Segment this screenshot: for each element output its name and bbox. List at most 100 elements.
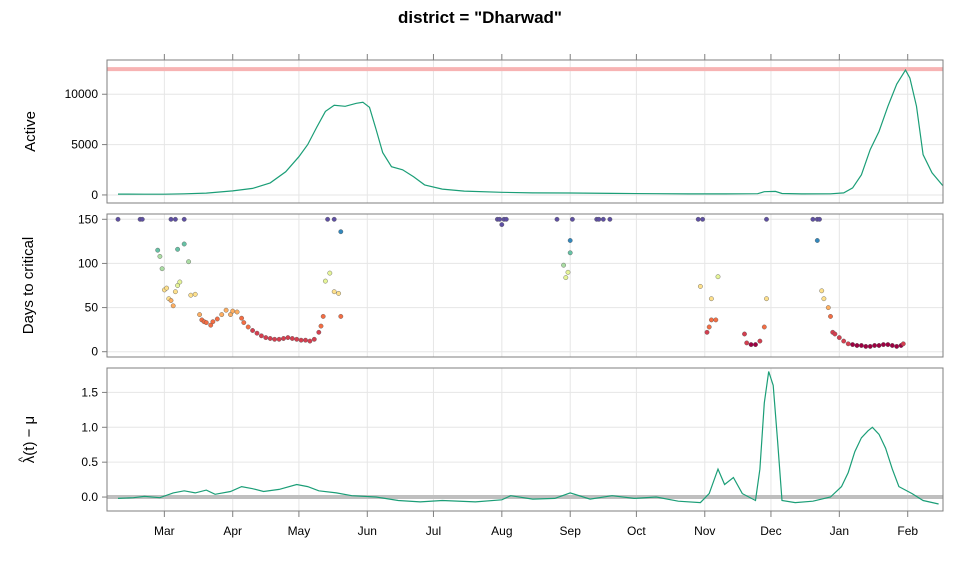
data-point: [814, 238, 820, 243]
y-tick-label: 100: [78, 256, 98, 270]
days-y-axis: 0 50 100 150: [78, 212, 107, 359]
data-point: [561, 262, 566, 268]
data-point: [281, 336, 286, 341]
data-point: [258, 333, 264, 339]
data-point: [263, 335, 269, 340]
data-point: [753, 342, 758, 347]
data-point: [900, 341, 906, 347]
data-point: [764, 216, 769, 222]
data-point: [832, 331, 838, 337]
lambda-y-axis: 0.0 0.5 1.0 1.5: [81, 385, 107, 504]
series-line: [117, 371, 939, 505]
data-point: [499, 222, 505, 228]
lambda-y-label-hat: ^: [17, 456, 29, 462]
data-point: [276, 336, 282, 342]
data-point: [170, 303, 176, 309]
data-point: [223, 307, 229, 313]
data-point: [331, 216, 337, 222]
data-point: [175, 283, 181, 288]
data-point: [311, 336, 317, 342]
data-point: [859, 343, 864, 348]
y-tick-label: 10000: [65, 87, 99, 101]
panel-active: 0 5000 10000 Active: [22, 54, 944, 204]
days-panel-frame: [106, 213, 944, 358]
data-point: [876, 343, 882, 348]
data-point: [567, 250, 573, 256]
data-point: [250, 328, 256, 333]
lambda-y-label: λ(t) − μ ^: [17, 416, 38, 463]
data-point: [570, 216, 575, 222]
data-point: [867, 343, 873, 349]
data-point: [172, 289, 178, 295]
data-point: [715, 274, 721, 280]
y-tick-label: 5000: [71, 138, 98, 152]
data-point: [713, 317, 719, 323]
data-point: [230, 308, 236, 314]
data-point: [139, 216, 145, 222]
data-point: [503, 216, 509, 222]
panel-lambda: 0.0 0.5 1.0 1.5 Mar Apr May Jun Jul Aug Sep Oct Nov…: [17, 367, 944, 538]
data-point: [709, 317, 714, 323]
data-point: [316, 329, 322, 335]
lambda-series: [117, 371, 939, 505]
data-point: [172, 216, 178, 222]
data-point: [175, 246, 181, 252]
data-point: [197, 312, 203, 317]
data-point: [245, 324, 251, 330]
y-tick-label: 0: [91, 188, 98, 202]
data-point: [208, 322, 214, 328]
data-point: [186, 259, 192, 265]
data-point: [841, 338, 847, 344]
data-point: [889, 343, 895, 348]
x-tick-label: Oct: [627, 524, 646, 538]
y-tick-label: 1.0: [81, 420, 98, 434]
data-point: [817, 216, 822, 222]
data-point: [159, 266, 165, 272]
data-point: [336, 290, 341, 296]
y-tick-label: 50: [85, 301, 99, 315]
data-point: [318, 323, 324, 329]
data-point: [168, 298, 174, 303]
x-tick-label: Aug: [491, 524, 512, 538]
y-tick-label: 1.5: [81, 385, 98, 399]
data-point: [320, 313, 326, 319]
data-point: [338, 313, 344, 319]
bottom-x-axis: Mar Apr May Jun Jul Aug Sep Oct Nov Dec Jan Feb: [154, 511, 918, 538]
data-point: [177, 279, 183, 285]
data-point: [298, 337, 304, 343]
data-point: [894, 343, 900, 349]
data-point: [695, 216, 701, 222]
data-point: [700, 216, 705, 222]
x-tick-label: Sep: [560, 524, 582, 538]
data-point: [115, 216, 121, 222]
data-point: [596, 216, 602, 222]
data-point: [325, 216, 330, 222]
y-tick-label: 0.0: [81, 490, 98, 504]
y-tick-label: 150: [78, 212, 98, 226]
data-point: [322, 278, 328, 284]
data-point: [214, 316, 220, 322]
data-point: [331, 289, 337, 295]
data-point: [863, 343, 869, 349]
lambda-y-label-text: λ(t) − μ: [21, 416, 38, 463]
x-tick-label: Apr: [223, 524, 242, 538]
data-point: [845, 341, 851, 347]
active-panel-frame: [106, 59, 944, 204]
data-point: [607, 216, 613, 222]
x-tick-label: Jun: [358, 524, 377, 538]
data-point: [854, 343, 860, 348]
y-tick-label: 0: [91, 345, 98, 359]
x-tick-label: Feb: [897, 524, 918, 538]
data-point: [810, 216, 816, 222]
x-tick-label: Mar: [154, 524, 175, 538]
data-point: [850, 342, 855, 347]
data-point: [294, 336, 300, 342]
data-point: [881, 342, 886, 347]
data-point: [272, 336, 277, 342]
data-point: [219, 312, 225, 317]
data-point: [338, 229, 344, 235]
data-point: [567, 238, 573, 243]
data-point: [192, 291, 198, 297]
data-point: [744, 340, 750, 346]
data-point: [181, 216, 187, 222]
